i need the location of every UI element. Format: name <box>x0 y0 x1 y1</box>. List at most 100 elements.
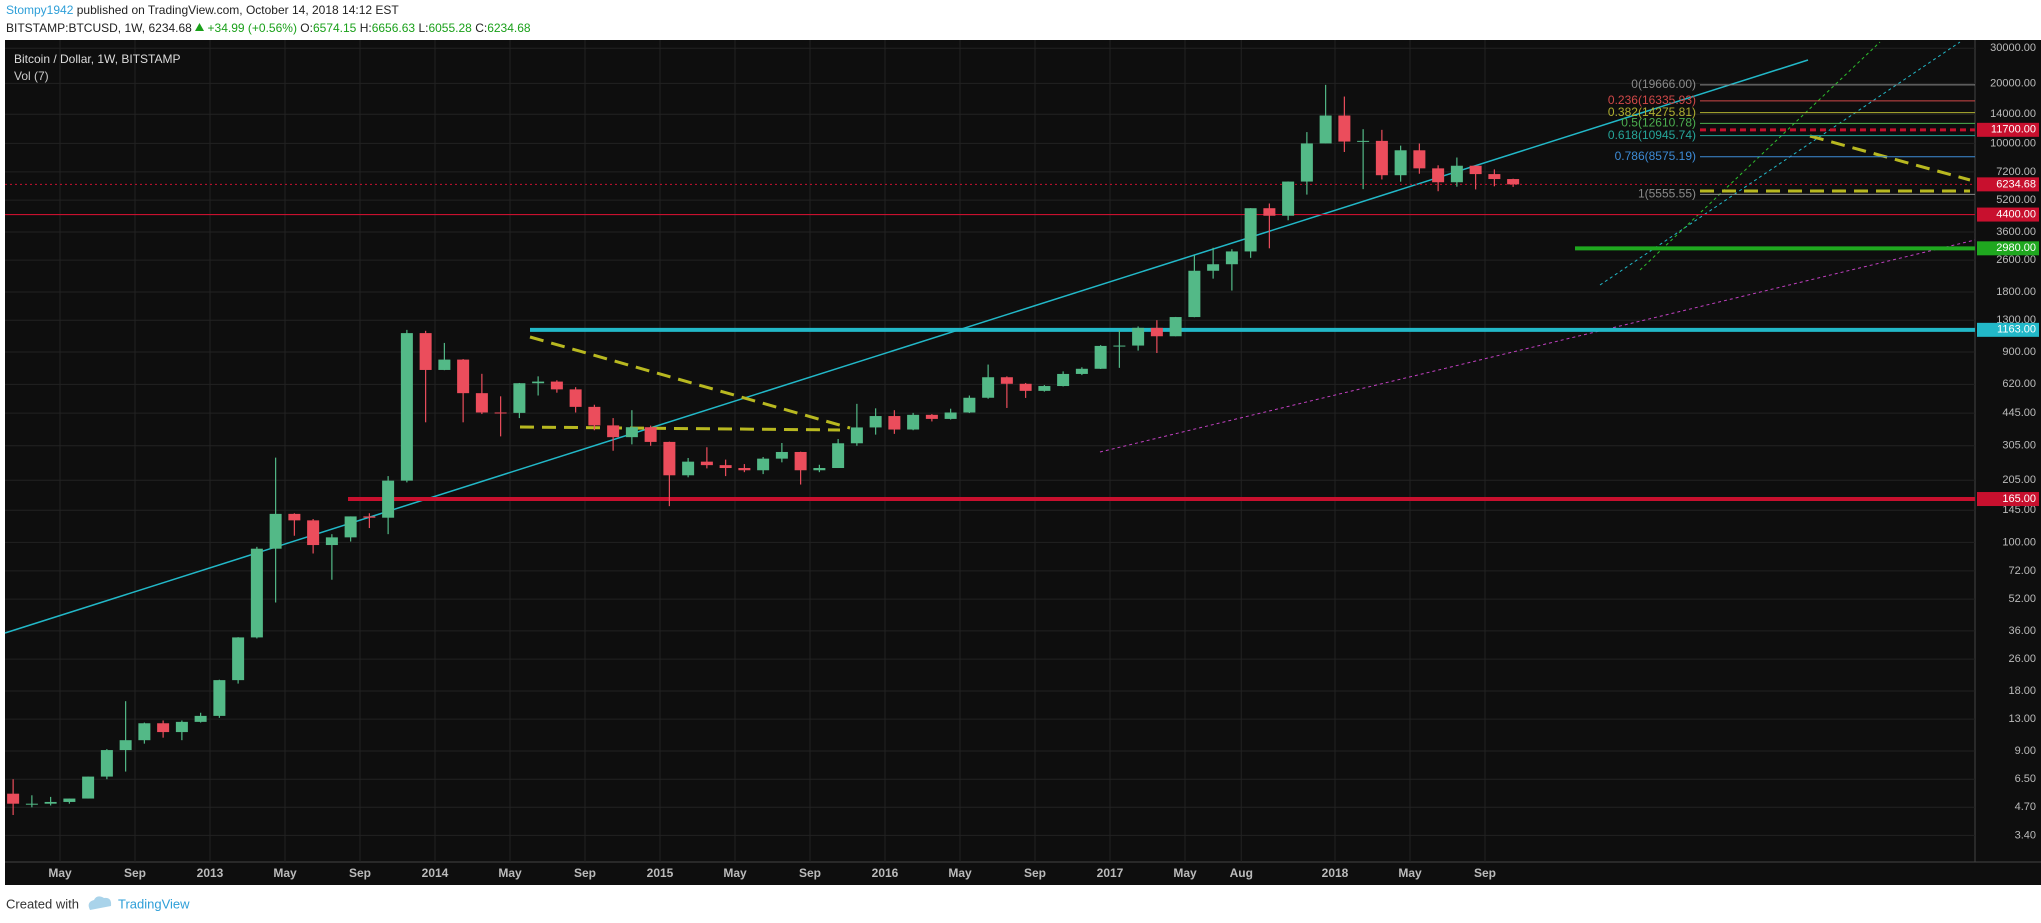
x-tick-label: May <box>1398 866 1422 880</box>
candle-body <box>1413 150 1426 169</box>
fib-label: 0.236(16335.93) <box>1608 93 1696 107</box>
y-tick-label: 205.00 <box>2002 474 2036 486</box>
candle-body <box>1450 165 1463 183</box>
ohlc-value: 6656.63 <box>371 21 416 35</box>
candle-body <box>1094 345 1107 369</box>
candle-body <box>757 458 770 471</box>
y-tick-label: 145.00 <box>2002 504 2036 516</box>
candle-body <box>813 468 826 471</box>
candle-body <box>982 377 995 398</box>
trend-line <box>519 425 841 432</box>
candle-body <box>1507 179 1520 185</box>
x-tick-label: 2015 <box>647 866 674 880</box>
x-tick-label: Aug <box>1230 866 1253 880</box>
fib-label: 1(5555.55) <box>1638 187 1696 201</box>
x-tick-label: Sep <box>1474 866 1496 880</box>
candle-body <box>400 333 413 481</box>
candle-body <box>138 723 151 741</box>
change: +34.99 (+0.56%) <box>207 21 297 35</box>
trend-line <box>1599 41 1961 286</box>
candle-body <box>1188 270 1201 318</box>
candle-body <box>175 721 188 733</box>
y-tick-label: 14000.00 <box>1990 108 2036 120</box>
candle-body <box>1207 264 1220 271</box>
trend-line <box>529 335 851 430</box>
footer-brand[interactable]: TradingView <box>118 896 190 911</box>
y-tick-label: 7200.00 <box>1996 166 2036 178</box>
y-tick-label: 3.40 <box>2015 829 2036 841</box>
candle-body <box>1432 168 1445 183</box>
publish-line: Stompy1942 published on TradingView.com,… <box>6 3 399 17</box>
x-tick-label: 2016 <box>872 866 899 880</box>
candle-body <box>794 451 807 471</box>
price-level-label: 4400.00 <box>1996 208 2036 220</box>
candle-body <box>119 740 132 751</box>
candle-body <box>1263 208 1276 216</box>
candle-body <box>1225 251 1238 265</box>
candle-body <box>419 333 432 370</box>
chart-background <box>5 40 2041 885</box>
candle-body <box>307 520 320 546</box>
candle-body <box>625 427 638 438</box>
candle-body <box>250 548 263 638</box>
y-tick-label: 2600.00 <box>1996 254 2036 266</box>
author[interactable]: Stompy1942 <box>6 3 74 17</box>
candle-body <box>1282 181 1295 216</box>
trend-line <box>4 59 1809 634</box>
y-tick-label: 20000.00 <box>1990 77 2036 89</box>
y-tick-label: 6.50 <box>2015 773 2036 785</box>
candle-body <box>1132 327 1145 346</box>
trend-line <box>1639 41 1881 271</box>
price-level-tag <box>1977 122 2039 137</box>
candle-body <box>344 516 357 538</box>
candle-body <box>438 359 451 370</box>
candle-body <box>1244 208 1257 252</box>
trend-line <box>1099 239 1976 453</box>
candle-body <box>738 468 751 471</box>
candle-body <box>775 451 788 459</box>
x-tick-label: 2013 <box>197 866 224 880</box>
candle-body <box>1169 317 1182 337</box>
price-level-tag <box>1977 322 2039 337</box>
x-tick-label: 2017 <box>1097 866 1124 880</box>
candle-body <box>682 461 695 476</box>
x-tick-label: Sep <box>349 866 371 880</box>
candle-body <box>63 798 76 802</box>
x-tick-label: May <box>723 866 747 880</box>
x-tick-label: May <box>948 866 972 880</box>
candle-body <box>363 516 376 518</box>
indicator-label: Vol (7) <box>14 69 49 83</box>
candle-body <box>232 637 245 681</box>
fib-label: 0.618(10945.74) <box>1608 128 1696 142</box>
candle-body <box>1338 115 1351 142</box>
x-tick-label: Sep <box>799 866 821 880</box>
x-tick-label: Sep <box>1024 866 1046 880</box>
y-tick-label: 3600.00 <box>1996 226 2036 238</box>
fib-label: 0(19666.00) <box>1631 77 1696 91</box>
candle-body <box>1488 174 1501 180</box>
candle-body <box>194 715 207 722</box>
y-tick-label: 100.00 <box>2002 536 2036 548</box>
candle-body <box>513 383 526 413</box>
candle-body <box>82 776 95 799</box>
y-tick-label: 36.00 <box>2008 625 2036 637</box>
ohlc-key: H: <box>359 21 372 35</box>
trend-line <box>1809 134 1971 182</box>
y-tick-label: 52.00 <box>2008 593 2036 605</box>
price-level-tag <box>1977 241 2039 256</box>
y-tick-label: 30000.00 <box>1990 42 2036 54</box>
candle-body <box>888 416 901 430</box>
candle-body <box>532 381 545 384</box>
ohlc-value: 6055.28 <box>428 21 472 35</box>
candle-body <box>700 461 713 466</box>
price-level-label: 165.00 <box>2002 493 2036 505</box>
candle-body <box>157 723 170 733</box>
symbol: BITSTAMP:BTCUSD, 1W, <box>6 21 146 35</box>
price-level-tag <box>1977 492 2039 507</box>
fib-label: 0.5(12610.78) <box>1621 116 1696 130</box>
candle-body <box>1019 383 1032 391</box>
candle-body <box>719 465 732 469</box>
candle-body <box>1394 150 1407 176</box>
y-tick-label: 5200.00 <box>1996 194 2036 206</box>
quote-line: BITSTAMP:BTCUSD, 1W, 6234.68 +34.99 (+0.… <box>6 21 531 35</box>
